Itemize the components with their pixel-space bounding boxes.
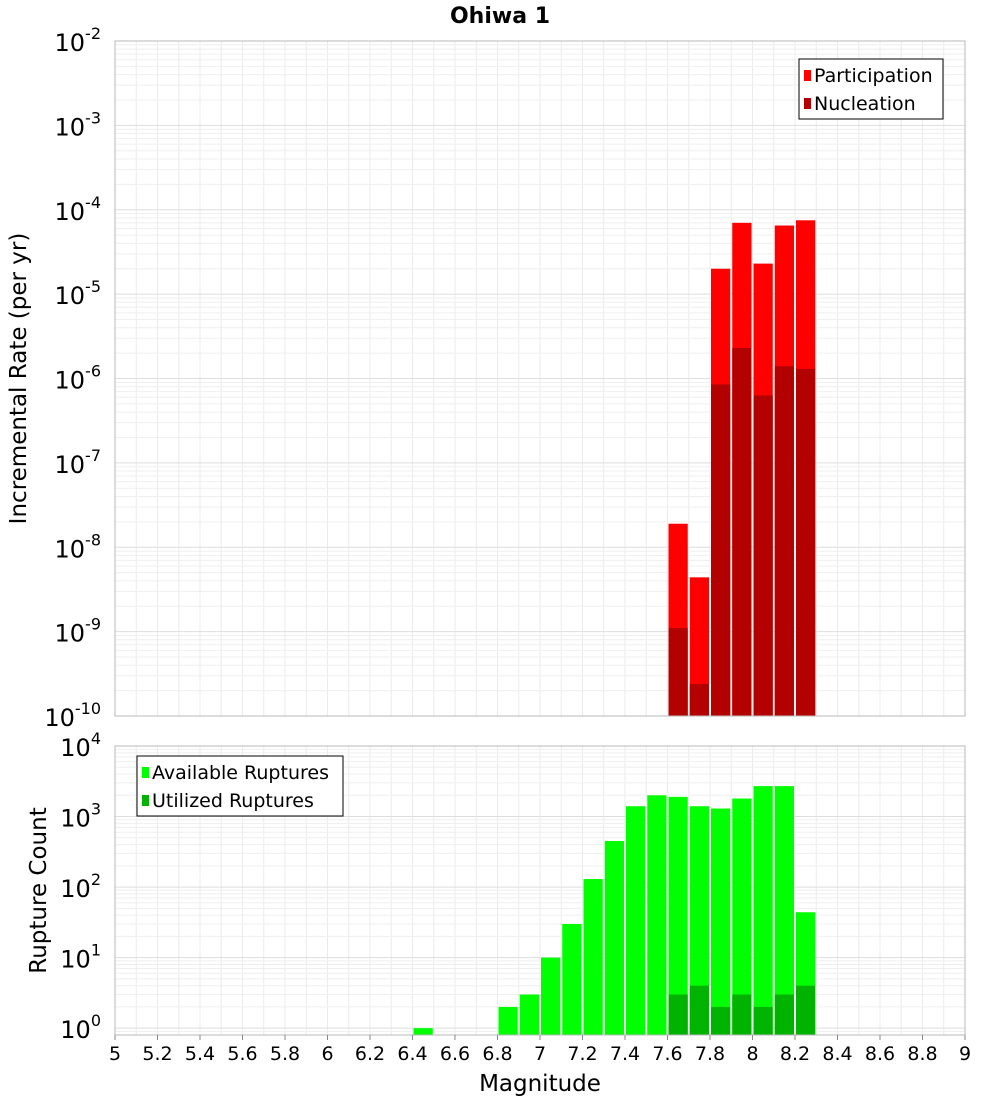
y-tick-label: 100 bbox=[60, 1011, 101, 1044]
x-tick-label: 5.8 bbox=[270, 1043, 300, 1065]
x-tick-label: 8.8 bbox=[907, 1043, 937, 1065]
legend: Participation Nucleation bbox=[798, 58, 944, 120]
bar-1-1-3 bbox=[732, 994, 752, 1035]
y-tick-label: 10-10 bbox=[44, 699, 101, 732]
y-tick-label: 10-4 bbox=[55, 193, 102, 226]
y-tick-label: 10-6 bbox=[55, 362, 102, 395]
bar-1-0-7 bbox=[626, 806, 646, 1035]
legend-label: Utilized Ruptures bbox=[152, 790, 314, 812]
legend-swatch bbox=[142, 767, 149, 778]
bar-1-0-4 bbox=[562, 923, 582, 1035]
legend: Available Ruptures Utilized Ruptures bbox=[136, 755, 344, 817]
bar-1-0-5 bbox=[583, 879, 603, 1035]
bar-0-1-2 bbox=[711, 384, 731, 716]
bar-1-1-6 bbox=[796, 985, 816, 1035]
x-tick-label: 7.4 bbox=[610, 1043, 640, 1065]
bar-1-1-1 bbox=[689, 985, 709, 1035]
y-tick-label: 102 bbox=[60, 870, 101, 903]
bar-0-0-1 bbox=[689, 577, 709, 716]
bar-1-0-11 bbox=[711, 808, 731, 1035]
bar-1-0-0 bbox=[413, 1028, 433, 1035]
legend-label: Nucleation bbox=[814, 93, 916, 115]
bar-1-0-1 bbox=[498, 1006, 518, 1035]
bar-1-1-4 bbox=[753, 1006, 773, 1035]
bar-0-1-5 bbox=[774, 366, 794, 716]
legend-box bbox=[136, 755, 344, 817]
count-plot: 100 101 102 103 104 Rupture Count Available Ru… bbox=[26, 729, 971, 1097]
bar-1-0-2 bbox=[519, 994, 539, 1035]
grid bbox=[114, 41, 966, 717]
x-tick-label: 8.2 bbox=[780, 1043, 810, 1065]
x-tick-label: 6 bbox=[321, 1043, 333, 1065]
bar-1-0-14 bbox=[774, 786, 794, 1035]
x-tick-label: 9 bbox=[959, 1043, 971, 1065]
legend-label: Available Ruptures bbox=[152, 762, 329, 784]
bar-0-1-4 bbox=[753, 395, 773, 716]
y-tick-label: 101 bbox=[60, 941, 101, 974]
x-tick-label: 6.6 bbox=[440, 1043, 470, 1065]
x-tick-label: 8 bbox=[746, 1043, 758, 1065]
bar-0-1-0 bbox=[668, 628, 688, 716]
y-tick-label: 10-5 bbox=[55, 277, 102, 310]
y-axis-label: Incremental Rate (per yr) bbox=[6, 233, 32, 525]
bar-0-1-6 bbox=[796, 368, 816, 716]
plot-border bbox=[114, 40, 966, 717]
legend-label: Participation bbox=[814, 65, 933, 87]
bars bbox=[668, 220, 816, 717]
rate-plot: 10-10 10-9 10-8 10-7 10-6 10-5 10-4 10-3 10-2 Inc… bbox=[6, 24, 966, 732]
bar-1-1-5 bbox=[774, 994, 794, 1035]
x-tick-label: 7.8 bbox=[695, 1043, 725, 1065]
bar-1-0-6 bbox=[604, 841, 624, 1035]
y-tick-label: 104 bbox=[60, 729, 101, 762]
x-tick-label: 7 bbox=[534, 1043, 546, 1065]
y-axis-label: Rupture Count bbox=[26, 807, 52, 973]
bar-1-0-10 bbox=[689, 806, 709, 1035]
bar-1-0-9 bbox=[668, 796, 688, 1035]
bar-1-1-2 bbox=[711, 1006, 731, 1035]
bars bbox=[413, 786, 816, 1035]
x-axis-label: Magnitude bbox=[479, 1071, 601, 1097]
bar-1-0-12 bbox=[732, 798, 752, 1035]
y-tick-label: 10-7 bbox=[55, 446, 102, 479]
y-tick-label: 10-3 bbox=[55, 108, 102, 141]
bar-1-0-8 bbox=[647, 795, 667, 1035]
y-tick-label: 103 bbox=[60, 800, 101, 833]
x-tick-label: 8.4 bbox=[822, 1043, 852, 1065]
legend-swatch bbox=[804, 70, 811, 81]
x-tick-label: 6.2 bbox=[355, 1043, 385, 1065]
x-tick-label: 7.2 bbox=[567, 1043, 597, 1065]
legend-swatch bbox=[142, 795, 149, 806]
x-tick-label: 5.4 bbox=[185, 1043, 215, 1065]
x-tick-label: 6.4 bbox=[397, 1043, 427, 1065]
y-tick-label: 10-2 bbox=[55, 24, 102, 57]
x-tick-label: 5 bbox=[109, 1043, 121, 1065]
y-tick-label: 10-9 bbox=[55, 615, 102, 648]
x-tick-label: 6.8 bbox=[482, 1043, 512, 1065]
y-tick-label: 10-8 bbox=[55, 530, 102, 563]
x-tick-label: 5.6 bbox=[227, 1043, 257, 1065]
legend-swatch bbox=[804, 98, 811, 109]
legend-box bbox=[798, 58, 944, 120]
bar-1-0-13 bbox=[753, 786, 773, 1035]
bar-1-0-3 bbox=[541, 957, 561, 1035]
chart-title: Ohiwa 1 bbox=[450, 4, 550, 29]
x-tick-label: 8.6 bbox=[865, 1043, 895, 1065]
bar-1-1-0 bbox=[668, 994, 688, 1035]
x-tick-label: 7.6 bbox=[652, 1043, 682, 1065]
bar-0-1-1 bbox=[689, 683, 709, 716]
bar-0-1-3 bbox=[732, 347, 752, 716]
x-tick-label: 5.2 bbox=[142, 1043, 172, 1065]
